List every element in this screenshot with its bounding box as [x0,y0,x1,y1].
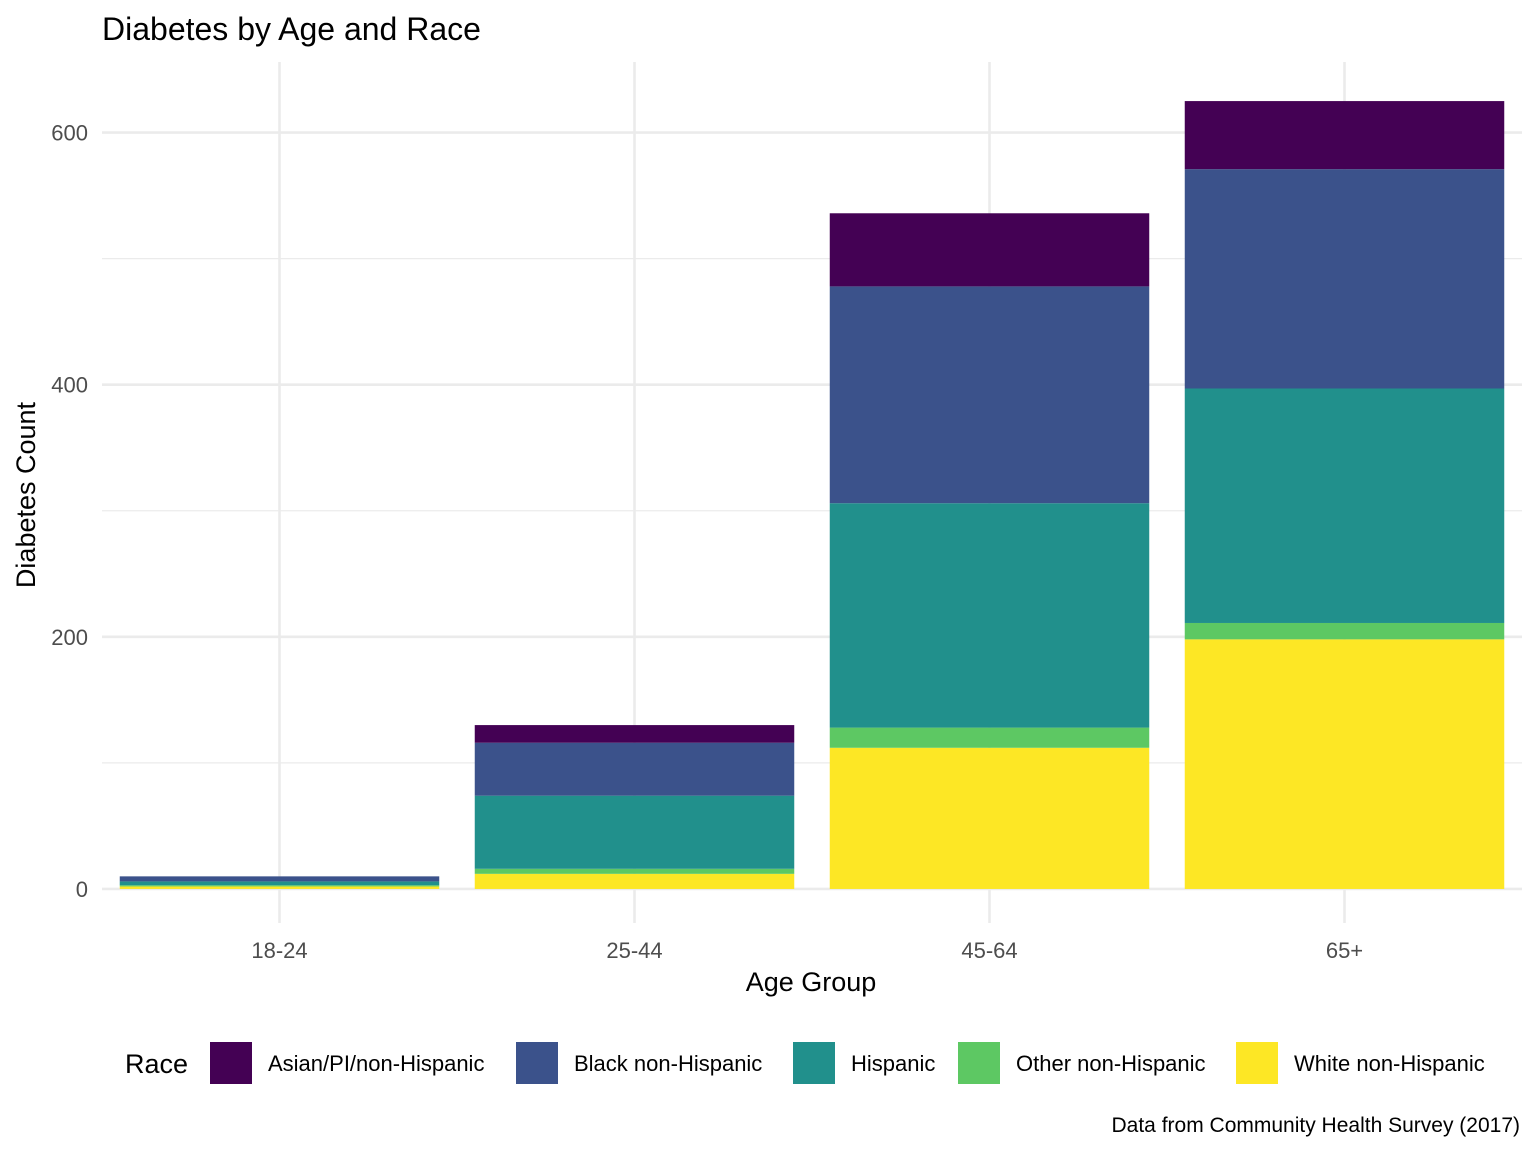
y-tick-label: 400 [51,373,88,398]
y-axis-title: Diabetes Count [11,401,41,588]
x-tick-labels: 18-24 25-44 45-64 65+ [251,938,1363,963]
bar-segment [829,286,1150,504]
bar-segment [474,868,795,874]
x-tick-label: 65+ [1326,938,1363,963]
bar-segment [1184,101,1505,170]
x-tick-label: 45-64 [961,938,1017,963]
legend-label: Other non-Hispanic [1016,1051,1206,1076]
bar-segment [829,213,1150,287]
bars [119,101,1505,889]
bar-segment [1184,169,1505,389]
bar-segment [119,876,440,882]
chart-title: Diabetes by Age and Race [102,11,481,47]
bar-segment [474,873,795,889]
y-tick-label: 200 [51,625,88,650]
bar-segment [1184,388,1505,623]
x-axis-title: Age Group [746,967,877,997]
legend-label: Hispanic [851,1051,935,1076]
bar-segment [119,886,440,889]
legend-label: Black non-Hispanic [574,1051,762,1076]
y-tick-label: 0 [76,877,88,902]
legend-key [516,1042,558,1084]
x-tick-label: 18-24 [251,938,307,963]
legend-label: Asian/PI/non-Hispanic [268,1051,484,1076]
legend-key [793,1042,835,1084]
legend: Race Asian/PI/non-Hispanic Black non-Hisp… [125,1042,1485,1084]
bar-segment [474,725,795,743]
legend-label: White non-Hispanic [1294,1051,1485,1076]
bar-segment [829,747,1150,889]
y-tick-label: 600 [51,121,88,146]
x-tick-label: 25-44 [606,938,662,963]
bar-segment [1184,639,1505,889]
y-tick-labels: 0 200 400 600 [51,121,88,902]
bar-segment [119,885,440,887]
legend-key [1236,1042,1278,1084]
legend-key [210,1042,252,1084]
legend-title: Race [125,1049,188,1079]
bar-segment [474,742,795,796]
legend-key [958,1042,1000,1084]
caption: Data from Community Health Survey (2017) [1112,1114,1521,1137]
bar-segment [1184,622,1505,640]
bar-segment [474,795,795,869]
bar-segment [829,727,1150,748]
bar-segment [829,503,1150,728]
bar-segment [119,881,440,886]
